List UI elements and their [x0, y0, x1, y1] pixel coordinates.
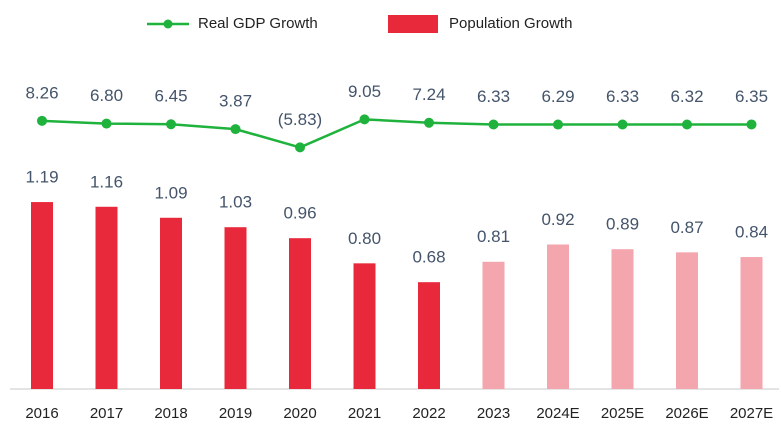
line-marker: [101, 118, 112, 129]
line-marker: [682, 119, 692, 130]
bar: [547, 244, 569, 389]
legend-marker: [163, 19, 173, 29]
bar: [353, 263, 376, 389]
bar: [740, 257, 763, 389]
line-marker: [424, 117, 434, 128]
x-tick-label: 2027E: [730, 405, 773, 422]
data-label: 0.81: [477, 227, 510, 246]
data-label: 9.05: [348, 82, 381, 101]
line-marker: [488, 119, 499, 130]
x-tick-label: 2021: [348, 405, 381, 422]
line-marker: [166, 119, 176, 130]
data-label: 6.45: [154, 87, 187, 106]
data-label: 1.03: [219, 193, 252, 212]
data-label: 8.26: [25, 83, 58, 102]
x-tick-label: 2026E: [665, 405, 708, 422]
data-label: 0.68: [412, 248, 445, 267]
data-label: 6.35: [735, 87, 768, 106]
x-tick-label: 2016: [25, 405, 58, 422]
line-marker: [230, 124, 241, 135]
data-label: 7.24: [412, 85, 445, 104]
x-tick-label: 2024E: [536, 405, 579, 422]
line-marker: [359, 114, 370, 125]
legend-label: Real GDP Growth: [198, 15, 318, 32]
bar: [95, 206, 118, 389]
data-label: 6.33: [606, 87, 639, 106]
bar: [611, 249, 634, 389]
bar: [289, 238, 311, 389]
bar: [224, 227, 247, 389]
x-tick-label: 2019: [219, 405, 252, 422]
x-tick-label: 2025E: [601, 405, 644, 422]
line: [41, 118, 752, 149]
x-tick-label: 2020: [283, 405, 316, 422]
line-marker: [553, 119, 563, 130]
x-tick-label: 2017: [90, 405, 123, 422]
data-label: 3.87: [219, 92, 252, 111]
data-label: 0.87: [670, 218, 703, 237]
data-label: 0.80: [348, 229, 381, 248]
data-label: 6.33: [477, 87, 510, 106]
x-tick-label: 2022: [412, 405, 445, 422]
bar: [31, 202, 53, 389]
bar: [676, 252, 698, 389]
data-label: 6.80: [90, 86, 123, 105]
data-label: 0.89: [606, 215, 639, 234]
line-marker: [617, 119, 628, 130]
line-marker: [37, 115, 47, 126]
data-label: 0.92: [541, 210, 574, 229]
bar: [418, 282, 440, 389]
data-label: 1.19: [25, 168, 58, 187]
data-label: 1.09: [154, 183, 187, 202]
data-label: 0.96: [283, 204, 316, 223]
bar: [160, 217, 182, 389]
line-marker: [295, 142, 305, 153]
x-tick-label: 2023: [477, 405, 510, 422]
data-label: 6.29: [541, 87, 574, 106]
line-marker: [746, 119, 757, 130]
bar: [482, 261, 505, 389]
legend-label: Population Growth: [449, 15, 572, 32]
legend-swatch: [388, 15, 438, 33]
data-label: 1.16: [90, 172, 123, 191]
data-label: 6.32: [670, 87, 703, 106]
data-label: (5.83): [278, 110, 322, 129]
data-label: 0.84: [735, 223, 768, 242]
x-tick-label: 2018: [154, 405, 187, 422]
